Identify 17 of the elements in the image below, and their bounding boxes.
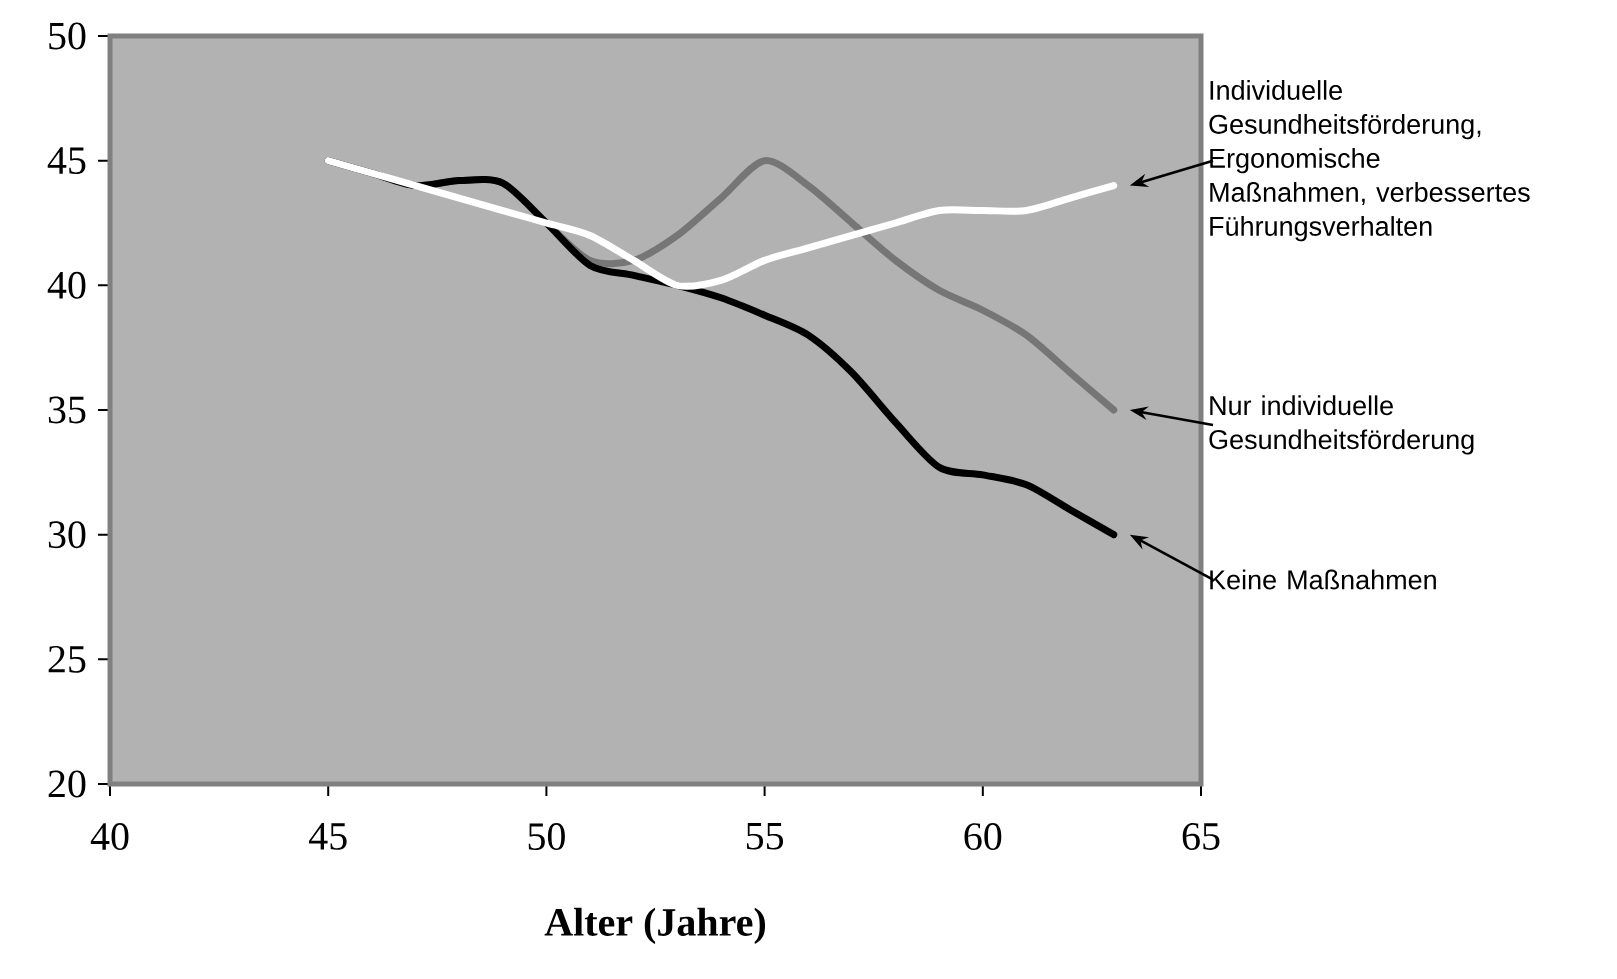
x-tick-label: 50	[528, 823, 565, 851]
x-tick-label: 45	[308, 823, 347, 850]
text: Individuelle Gesundheitsförderung, Ergonomische Maßnahmen, verbessertes Führungsverhalten	[1209, 80, 1530, 242]
y-tick-label: 20	[48, 770, 86, 798]
x-tick-label: 55	[746, 823, 784, 850]
text: Nur individuelle Gesundheitsförderung	[1209, 395, 1474, 455]
y-tick-label: 50	[49, 22, 86, 50]
y-tick-label: 35	[48, 396, 86, 424]
x-tick-label: 65	[1182, 823, 1220, 850]
x-tick-label: 40	[90, 823, 129, 851]
y-tick-label: 45	[47, 147, 86, 174]
y-tick-label: 25	[48, 645, 86, 673]
text: Keine Maßnahmen	[1210, 569, 1436, 590]
x-axis-title: Alter (Jahre)	[544, 907, 766, 945]
x-tick-label: 60	[964, 823, 1002, 851]
y-tick-label: 30	[48, 521, 86, 549]
y-tick-label: 40	[47, 271, 86, 299]
